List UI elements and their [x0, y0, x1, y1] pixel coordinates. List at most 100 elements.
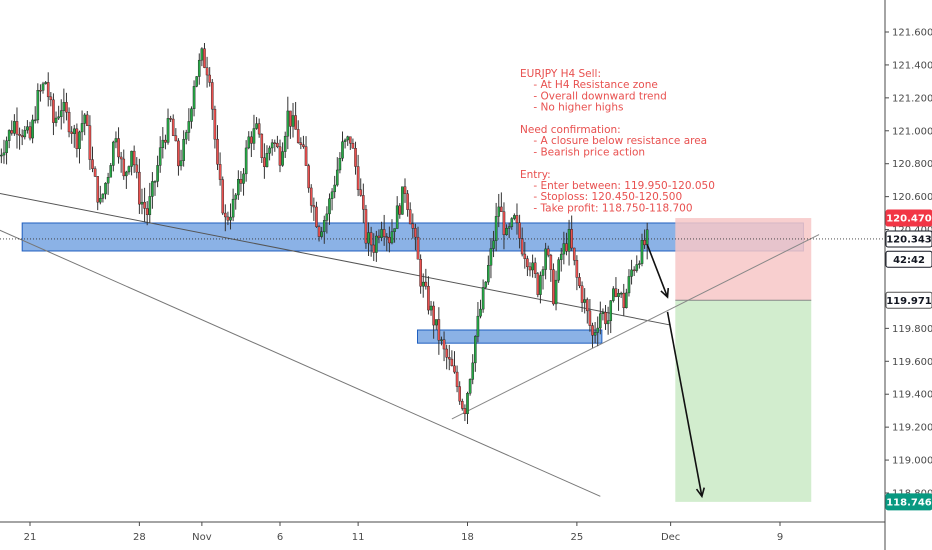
candle-body: [164, 139, 167, 143]
candle-body: [445, 348, 448, 358]
candle-body: [106, 177, 110, 184]
candle: [59, 99, 63, 130]
candle-body: [125, 171, 128, 177]
candle: [609, 300, 613, 334]
candle: [640, 233, 644, 267]
candle-body: [539, 275, 542, 295]
support-zone[interactable]: [417, 329, 603, 344]
annotation-line: - Take profit: 118.750-118.700: [520, 202, 693, 214]
candle: [434, 319, 438, 330]
take-profit-zone[interactable]: [675, 300, 812, 502]
candle: [109, 162, 113, 178]
candle: [481, 279, 485, 313]
candle: [463, 404, 467, 422]
trendline-1[interactable]: [0, 192, 671, 326]
candle-body: [104, 182, 107, 195]
candle: [192, 80, 196, 117]
candle-body: [585, 299, 589, 312]
candle: [33, 106, 37, 124]
candle: [505, 224, 508, 236]
candle: [492, 230, 495, 258]
arrows-layer: [646, 244, 706, 499]
candle: [539, 271, 542, 304]
arrow-1[interactable]: [646, 244, 670, 299]
candle: [132, 145, 136, 173]
candle-body: [333, 184, 336, 193]
candle-body: [7, 130, 11, 141]
arrow-2[interactable]: [666, 311, 706, 499]
candle: [335, 157, 339, 187]
candle-body: [31, 119, 34, 139]
candle-body: [531, 262, 534, 271]
candle: [208, 67, 211, 87]
candle-body: [231, 198, 235, 218]
candle-body: [562, 243, 566, 255]
candle: [484, 281, 488, 290]
candle-body: [127, 166, 131, 173]
candle-body: [80, 123, 84, 133]
candle: [72, 124, 76, 148]
candle-body: [52, 99, 55, 123]
candle: [401, 186, 404, 215]
candle: [257, 118, 261, 138]
candle: [231, 188, 235, 222]
candle: [239, 171, 243, 192]
candle: [83, 113, 86, 136]
candle: [520, 227, 524, 257]
candle-body: [382, 229, 386, 237]
candle: [200, 47, 204, 67]
candle: [119, 151, 123, 173]
candle-body: [5, 140, 8, 154]
candle-body: [70, 131, 73, 134]
candle: [315, 201, 318, 228]
candle-body: [622, 292, 626, 309]
candle: [20, 129, 24, 146]
candle-body: [549, 254, 553, 270]
candle-body: [114, 138, 118, 143]
candle: [341, 131, 344, 162]
candle: [502, 202, 506, 250]
candle-body: [276, 142, 279, 148]
candle: [184, 129, 188, 145]
position-layer: [675, 218, 812, 502]
candle: [281, 142, 284, 167]
candle: [187, 108, 191, 141]
candle-body: [507, 226, 511, 229]
candle-body: [179, 160, 183, 167]
candle: [299, 137, 303, 150]
candle-body: [78, 131, 81, 149]
candle-body: [234, 194, 238, 200]
candle-body: [184, 132, 188, 140]
candle-body: [122, 158, 126, 177]
candle-body: [398, 205, 402, 215]
candle: [390, 219, 394, 245]
candle-body: [476, 315, 480, 337]
time-axis[interactable]: 21 28 Nov 6 11 18 25 Dec 9: [0, 521, 885, 543]
candle-body: [252, 128, 256, 144]
candle-body: [515, 215, 519, 223]
candle-body: [369, 232, 373, 246]
candle-body: [13, 121, 16, 134]
candle-body: [10, 130, 14, 134]
candle-body: [601, 312, 605, 314]
candle-body: [544, 248, 547, 270]
stop-loss-zone[interactable]: [675, 218, 812, 301]
candle-body: [630, 269, 633, 277]
candle: [140, 188, 144, 215]
candle: [252, 114, 256, 151]
candle-body: [468, 379, 472, 394]
candle-body: [177, 140, 180, 167]
candle-body: [158, 147, 162, 166]
candle-body: [200, 48, 204, 61]
candle-body: [453, 365, 456, 373]
arrow-head: [660, 288, 670, 299]
trendline-3[interactable]: [451, 234, 820, 420]
candle-body: [559, 253, 563, 260]
candle-body: [346, 136, 350, 141]
candle-body: [393, 228, 396, 232]
candle-body: [500, 206, 503, 212]
candle-body: [450, 358, 454, 367]
trendline-2[interactable]: [0, 226, 601, 497]
candle-body: [237, 179, 240, 196]
